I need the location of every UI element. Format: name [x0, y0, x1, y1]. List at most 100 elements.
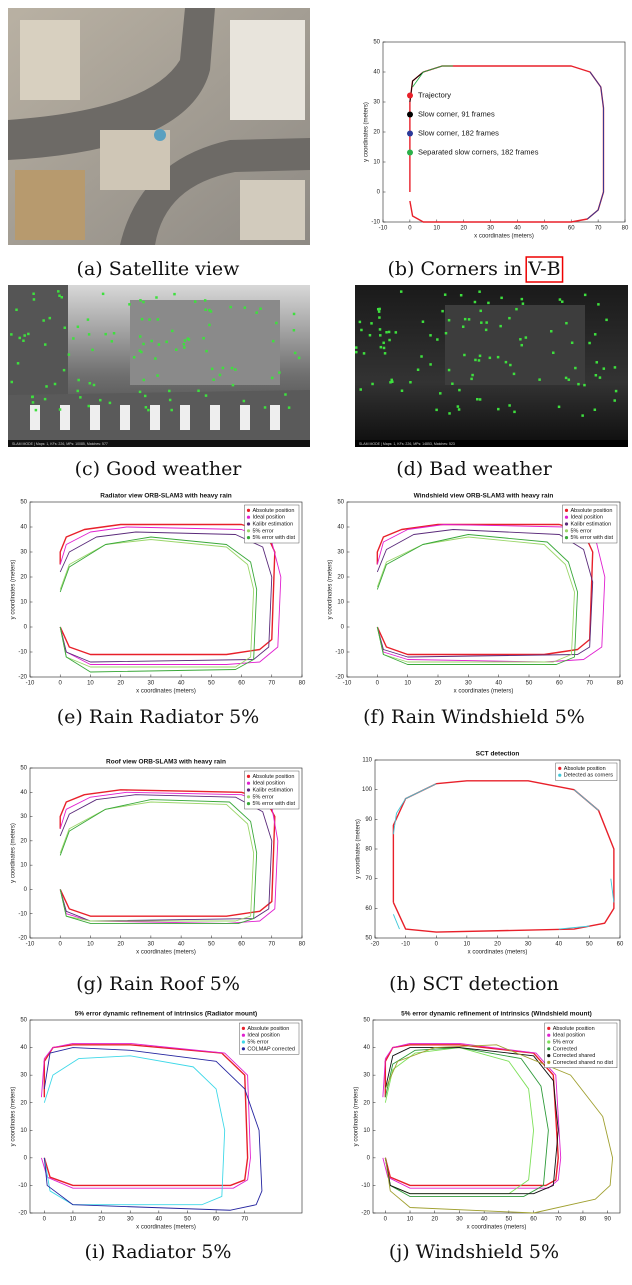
feature-point [538, 378, 541, 381]
caption: (j) Windshield 5% [389, 1241, 559, 1263]
legend-frame [244, 504, 300, 544]
feature-point [416, 368, 420, 371]
feature-point [62, 368, 66, 372]
feature-point [110, 340, 114, 343]
feature-point [436, 338, 439, 341]
photo-satellite [8, 8, 310, 245]
highlight-box [525, 256, 564, 283]
x-tick-label: 0 [59, 942, 63, 948]
feature-point [447, 368, 451, 372]
legend-marker [246, 802, 251, 806]
feature-point [355, 346, 358, 349]
x-tick-label: 70 [268, 681, 275, 687]
feature-point [204, 394, 208, 397]
plot-title: Windshield view ORB-SLAM3 with heavy rai… [414, 493, 554, 500]
x-axis-label: x coordinates (meters) [454, 689, 514, 695]
feature-point [147, 408, 150, 412]
feature-point [32, 298, 36, 301]
x-tick-label: 30 [148, 942, 155, 948]
y-tick-label: 0 [24, 887, 28, 893]
feature-point [171, 329, 174, 333]
legend-label: Absolute position [253, 774, 295, 780]
feature-point [150, 339, 153, 343]
x-tick-label: -20 [371, 942, 380, 948]
trajectory [59, 799, 258, 924]
feature-point [474, 358, 477, 362]
y-axis-label: y coordinates (meters) [11, 1087, 17, 1147]
x-tick-label: -10 [343, 681, 352, 687]
legend-marker [558, 773, 562, 777]
x-tick-label: 10 [404, 681, 411, 687]
y-tick-label: 20 [20, 1100, 27, 1106]
trajectory [376, 534, 578, 665]
legend-label: Ideal position [553, 1033, 585, 1039]
y-tick-label: 40 [363, 1045, 370, 1051]
x-axis-label: x coordinates (meters) [468, 950, 528, 956]
legend-marker [407, 149, 413, 156]
y-tick-label: 50 [373, 40, 380, 46]
legend-marker [564, 522, 569, 526]
legend-marker [241, 1040, 246, 1044]
feature-point [614, 389, 618, 393]
x-tick-label: 20 [98, 1217, 105, 1223]
feature-point [588, 341, 591, 345]
feature-point [72, 337, 75, 340]
feature-point [421, 320, 425, 323]
feature-point [142, 300, 145, 304]
feature-point [48, 316, 52, 320]
x-tick-label: 0 [376, 681, 380, 687]
feature-point [524, 336, 528, 339]
feature-point [508, 316, 511, 320]
legend-frame [555, 762, 618, 781]
photo-good-weather [8, 285, 310, 447]
feature-point [182, 342, 186, 346]
legend-frame [239, 1022, 300, 1055]
feature-point [515, 307, 518, 311]
x-tick-label: 30 [525, 942, 532, 948]
feature-point [275, 321, 278, 325]
legend-marker [246, 781, 251, 785]
x-tick-label: -10 [26, 681, 35, 687]
feature-point [500, 296, 503, 300]
y-tick-label: 90 [365, 817, 372, 823]
feature-point [429, 363, 432, 366]
legend-marker [246, 529, 251, 533]
y-axis-label: y coordinates (meters) [11, 560, 17, 620]
y-tick-label: 30 [20, 1073, 27, 1079]
legend-label: Kalibr estimation [571, 521, 612, 527]
feature-point [383, 352, 387, 355]
feature-point [173, 292, 176, 296]
x-tick-label: 10 [433, 226, 440, 232]
x-tick-label: -10 [379, 226, 388, 232]
caption: (i) Radiator 5% [85, 1241, 232, 1263]
y-tick-label: 50 [20, 1018, 27, 1024]
trajectory [41, 1042, 251, 1189]
y-axis-label: y coordinates (meters) [356, 819, 362, 879]
feature-point [229, 305, 232, 309]
x-tick-label: 40 [555, 942, 562, 948]
legend-marker [558, 766, 562, 771]
feature-point [471, 373, 474, 377]
feature-point [208, 323, 211, 327]
feature-point [378, 316, 381, 319]
legend-label: 5% error [247, 1039, 268, 1045]
legend-label: Corrected shared no dist [553, 1060, 614, 1066]
legend-marker [241, 1047, 246, 1051]
feature-point [293, 351, 297, 355]
legend-marker [547, 1026, 551, 1030]
y-tick-label: 0 [24, 1155, 28, 1161]
x-tick-label: 0 [408, 226, 412, 232]
x-tick-label: 10 [87, 942, 94, 948]
x-tick-label: 40 [495, 681, 502, 687]
legend-label: Kalibr estimation [253, 521, 294, 527]
caption: (g) Rain Roof 5% [76, 973, 240, 995]
feature-point [519, 338, 522, 341]
x-tick-label: 60 [530, 1217, 537, 1223]
y-tick-label: 10 [373, 160, 380, 166]
trajectory [59, 526, 282, 665]
feature-point [595, 361, 599, 364]
y-tick-label: 20 [363, 1100, 370, 1106]
legend-label: Separated slow corners, 182 frames [418, 147, 539, 156]
